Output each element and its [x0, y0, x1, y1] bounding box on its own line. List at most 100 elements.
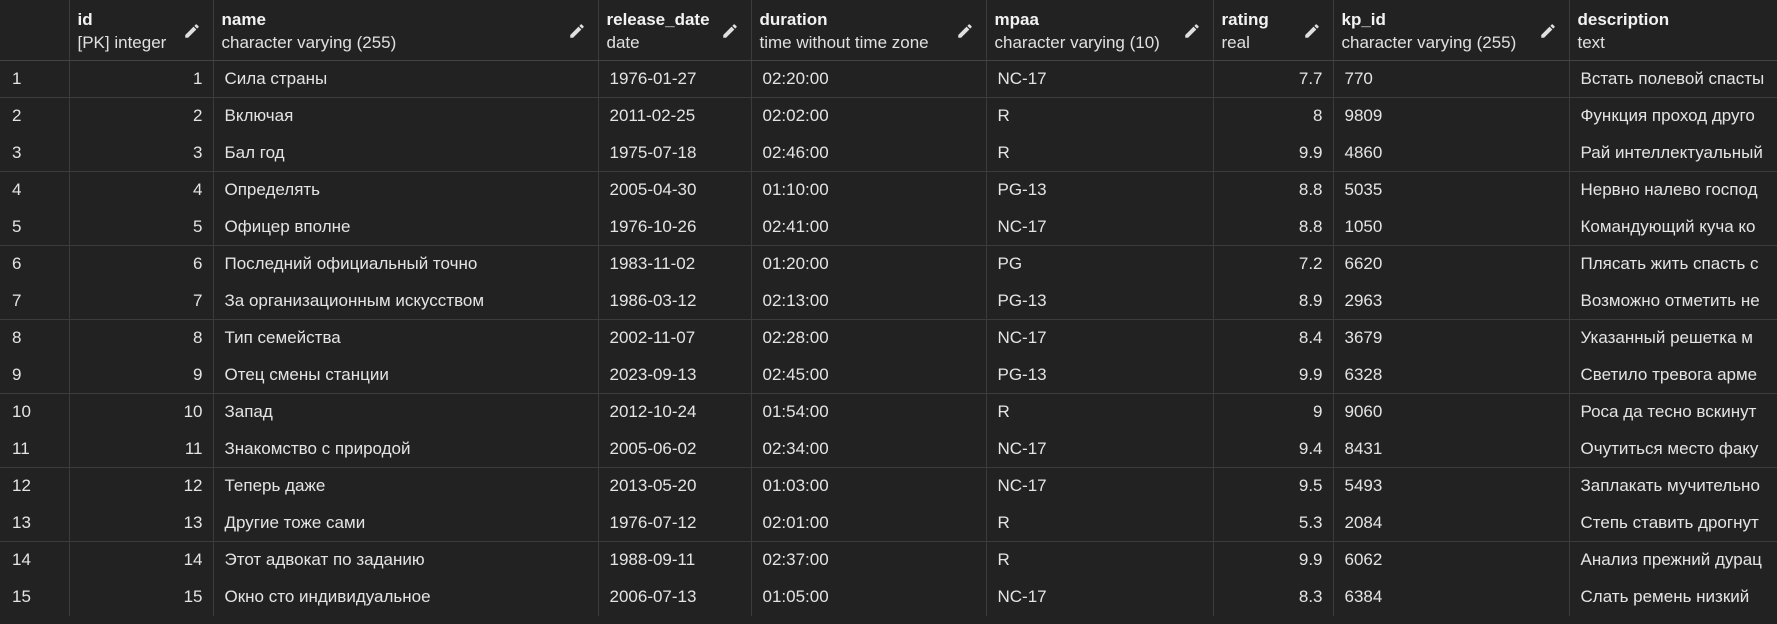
- pencil-icon[interactable]: [1303, 22, 1321, 40]
- cell-duration[interactable]: 01:10:00: [751, 171, 987, 209]
- cell-duration[interactable]: 02:46:00: [751, 134, 987, 172]
- row-number[interactable]: 13: [0, 504, 70, 542]
- cell-mpaa[interactable]: NC-17: [986, 578, 1214, 616]
- cell-name[interactable]: Определять: [213, 171, 599, 209]
- cell-duration[interactable]: 02:45:00: [751, 356, 987, 394]
- cell-release-date[interactable]: 2023-09-13: [598, 356, 752, 394]
- cell-kp-id[interactable]: 5493: [1333, 467, 1570, 505]
- table-row[interactable]: 2 2 Включая 2011-02-25 02:02:00 R 8 9809 Функция…: [0, 97, 1777, 135]
- column-header-kp-id[interactable]: kp_id character varying (255): [1333, 0, 1570, 61]
- cell-id[interactable]: 12: [69, 467, 214, 505]
- cell-rating[interactable]: 8: [1213, 97, 1334, 135]
- cell-description[interactable]: Встать полевой спасты: [1569, 60, 1777, 98]
- row-number-header[interactable]: [0, 0, 70, 61]
- column-header-rating[interactable]: rating real: [1213, 0, 1334, 61]
- cell-name[interactable]: Отец смены станции: [213, 356, 599, 394]
- cell-rating[interactable]: 8.8: [1213, 171, 1334, 209]
- cell-id[interactable]: 14: [69, 541, 214, 579]
- cell-release-date[interactable]: 1983-11-02: [598, 245, 752, 283]
- row-number[interactable]: 5: [0, 208, 70, 246]
- cell-id[interactable]: 9: [69, 356, 214, 394]
- table-row[interactable]: 4 4 Определять 2005-04-30 01:10:00 PG-13 8.8 50…: [0, 171, 1777, 209]
- cell-duration[interactable]: 02:28:00: [751, 319, 987, 357]
- cell-duration[interactable]: 01:20:00: [751, 245, 987, 283]
- cell-duration[interactable]: 02:02:00: [751, 97, 987, 135]
- cell-kp-id[interactable]: 8431: [1333, 430, 1570, 468]
- column-header-id[interactable]: id [PK] integer: [69, 0, 214, 61]
- cell-id[interactable]: 8: [69, 319, 214, 357]
- cell-id[interactable]: 11: [69, 430, 214, 468]
- cell-mpaa[interactable]: R: [986, 134, 1214, 172]
- cell-description[interactable]: Указанный решетка м: [1569, 319, 1777, 357]
- cell-mpaa[interactable]: R: [986, 504, 1214, 542]
- row-number[interactable]: 7: [0, 282, 70, 320]
- cell-rating[interactable]: 9.9: [1213, 541, 1334, 579]
- cell-id[interactable]: 4: [69, 171, 214, 209]
- cell-mpaa[interactable]: R: [986, 541, 1214, 579]
- cell-name[interactable]: Теперь даже: [213, 467, 599, 505]
- cell-release-date[interactable]: 1986-03-12: [598, 282, 752, 320]
- cell-duration[interactable]: 01:03:00: [751, 467, 987, 505]
- cell-mpaa[interactable]: PG-13: [986, 356, 1214, 394]
- cell-mpaa[interactable]: NC-17: [986, 60, 1214, 98]
- row-number[interactable]: 3: [0, 134, 70, 172]
- cell-mpaa[interactable]: PG-13: [986, 282, 1214, 320]
- cell-release-date[interactable]: 1976-10-26: [598, 208, 752, 246]
- cell-release-date[interactable]: 2002-11-07: [598, 319, 752, 357]
- cell-kp-id[interactable]: 4860: [1333, 134, 1570, 172]
- cell-description[interactable]: Очутиться место факу: [1580, 438, 1759, 458]
- cell-description[interactable]: Командующий куча ко: [1580, 216, 1756, 236]
- cell-name[interactable]: За организационным искусством: [213, 282, 599, 320]
- cell-kp-id[interactable]: 5035: [1333, 171, 1570, 209]
- cell-description[interactable]: Роса да тесно вскинут: [1569, 393, 1777, 431]
- cell-release-date[interactable]: 1976-01-27: [598, 60, 752, 98]
- cell-id[interactable]: 13: [69, 504, 214, 542]
- cell-rating[interactable]: 9.9: [1213, 134, 1334, 172]
- cell-mpaa[interactable]: NC-17: [986, 319, 1214, 357]
- cell-release-date[interactable]: 2013-05-20: [598, 467, 752, 505]
- cell-description[interactable]: Плясать жить спасть с: [1569, 245, 1777, 283]
- cell-rating[interactable]: 9.4: [1213, 430, 1334, 468]
- table-row[interactable]: 12 12 Теперь даже 2013-05-20 01:03:00 NC-17 9.…: [0, 467, 1777, 505]
- cell-rating[interactable]: 7.2: [1213, 245, 1334, 283]
- cell-id[interactable]: 10: [69, 393, 214, 431]
- cell-mpaa[interactable]: R: [986, 97, 1214, 135]
- cell-kp-id[interactable]: 2084: [1333, 504, 1570, 542]
- row-number[interactable]: 1: [0, 60, 70, 98]
- cell-description[interactable]: Возможно отметить не: [1580, 290, 1760, 310]
- cell-kp-id[interactable]: 6328: [1333, 356, 1570, 394]
- cell-release-date[interactable]: 1975-07-18: [598, 134, 752, 172]
- cell-kp-id[interactable]: 9060: [1333, 393, 1570, 431]
- cell-id[interactable]: 15: [69, 578, 214, 616]
- table-row[interactable]: 15 15 Окно сто индивидуальное 2006-07-13 01:…: [0, 578, 1777, 616]
- row-number[interactable]: 9: [0, 356, 70, 394]
- cell-mpaa[interactable]: NC-17: [986, 467, 1214, 505]
- cell-description[interactable]: Степь ставить дрогнут: [1580, 512, 1759, 532]
- cell-release-date[interactable]: 2006-07-13: [598, 578, 752, 616]
- cell-description[interactable]: Функция проход друго: [1569, 97, 1777, 135]
- cell-release-date[interactable]: 1988-09-11: [598, 541, 752, 579]
- cell-kp-id[interactable]: 6062: [1333, 541, 1570, 579]
- cell-id[interactable]: 1: [69, 60, 214, 98]
- cell-mpaa[interactable]: PG-13: [986, 171, 1214, 209]
- table-row[interactable]: 9 9 Отец смены станции 2023-09-13 02:45:00 PG…: [0, 356, 1777, 394]
- cell-kp-id[interactable]: 2963: [1333, 282, 1570, 320]
- cell-description[interactable]: Рай интеллектуальный: [1580, 142, 1763, 162]
- column-header-duration[interactable]: duration time without time zone: [751, 0, 987, 61]
- cell-duration[interactable]: 02:41:00: [751, 208, 987, 246]
- row-number[interactable]: 11: [0, 430, 70, 468]
- cell-mpaa[interactable]: NC-17: [986, 208, 1214, 246]
- cell-duration[interactable]: 02:13:00: [751, 282, 987, 320]
- cell-kp-id[interactable]: 3679: [1333, 319, 1570, 357]
- cell-description[interactable]: Анализ прежний дурац: [1569, 541, 1777, 579]
- row-number[interactable]: 14: [0, 541, 70, 579]
- cell-kp-id[interactable]: 770: [1333, 60, 1570, 98]
- column-header-release-date[interactable]: release_date date: [598, 0, 752, 61]
- cell-id[interactable]: 2: [69, 97, 214, 135]
- cell-duration[interactable]: 01:54:00: [751, 393, 987, 431]
- cell-release-date[interactable]: 1976-07-12: [598, 504, 752, 542]
- cell-rating[interactable]: 9.5: [1213, 467, 1334, 505]
- row-number[interactable]: 8: [0, 319, 70, 357]
- row-number[interactable]: 12: [0, 467, 70, 505]
- cell-name[interactable]: Последний официальный точно: [213, 245, 599, 283]
